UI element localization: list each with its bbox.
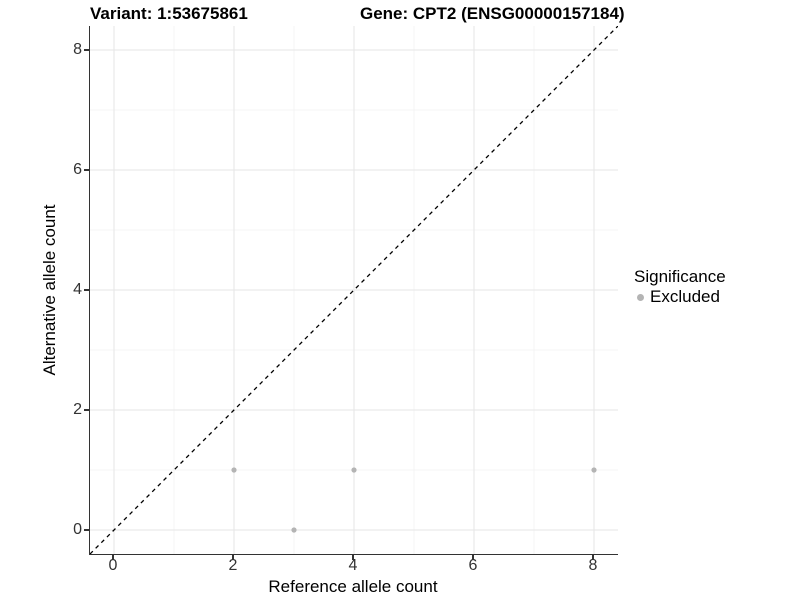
y-tick-label: 6 xyxy=(73,161,82,178)
x-axis-title: Reference allele count xyxy=(268,577,438,596)
data-point xyxy=(591,467,597,473)
y-axis-tick xyxy=(84,529,89,531)
plot-title-variant: Variant: 1:53675861 xyxy=(90,4,248,23)
y-axis-tick xyxy=(84,49,89,51)
x-axis-tick xyxy=(352,555,354,560)
legend-point-icon xyxy=(637,293,644,301)
legend-entry: Excluded xyxy=(634,288,726,306)
x-tick-label: 8 xyxy=(588,557,598,574)
x-axis-tick xyxy=(592,555,594,560)
x-tick-label: 0 xyxy=(108,557,118,574)
data-point xyxy=(291,527,297,533)
y-axis-tick xyxy=(84,289,89,291)
plot-canvas xyxy=(90,26,618,554)
legend-entries: Excluded xyxy=(634,288,726,306)
x-axis-tick xyxy=(472,555,474,560)
plot-title-gene: Gene: CPT2 (ENSG00000157184) xyxy=(360,4,625,23)
x-tick-label: 6 xyxy=(468,557,478,574)
x-axis-tick xyxy=(232,555,234,560)
data-point xyxy=(351,467,357,473)
y-tick-label: 0 xyxy=(73,521,82,538)
x-tick-label: 2 xyxy=(228,557,238,574)
y-tick-label: 4 xyxy=(73,281,82,298)
plot-panel xyxy=(89,26,618,555)
y-axis-tick xyxy=(84,409,89,411)
legend-label: Excluded xyxy=(650,287,720,306)
y-tick-label: 2 xyxy=(73,401,82,418)
y-tick-label: 8 xyxy=(73,41,82,58)
x-tick-label: 4 xyxy=(348,557,358,574)
y-axis-tick xyxy=(84,169,89,171)
legend: Significance Excluded xyxy=(634,267,726,306)
legend-title: Significance xyxy=(634,267,726,286)
x-axis-tick xyxy=(112,555,114,560)
data-point xyxy=(231,467,237,473)
